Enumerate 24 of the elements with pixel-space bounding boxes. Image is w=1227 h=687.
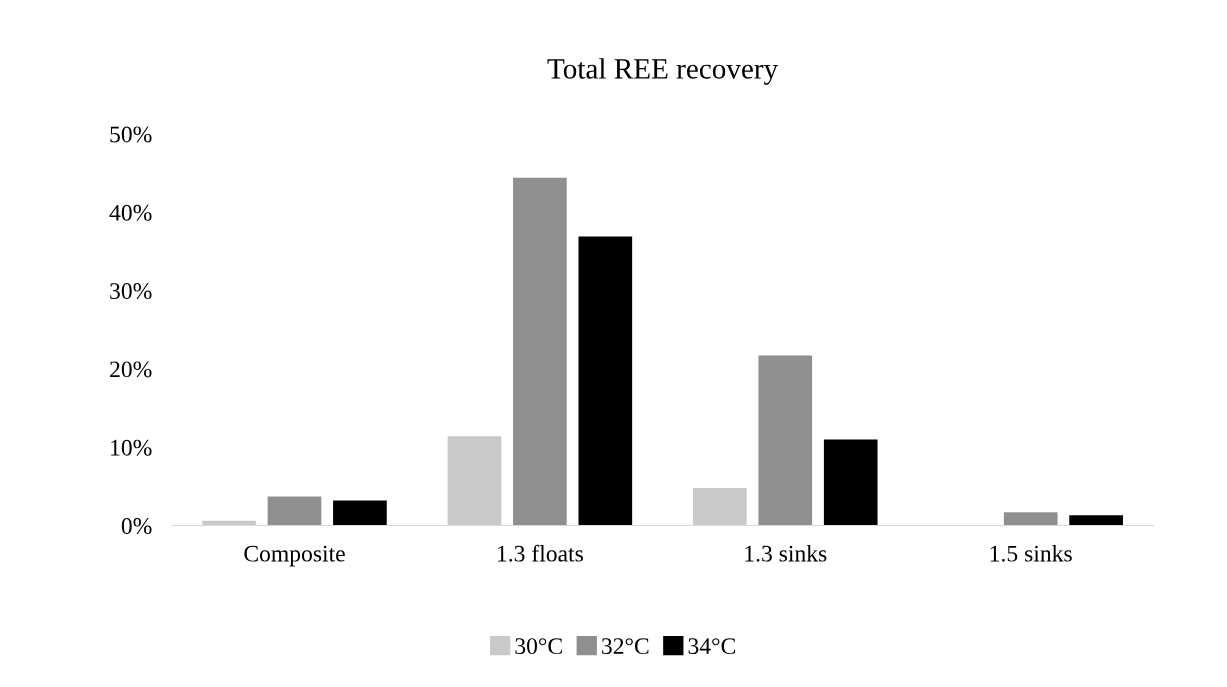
x-tick-label: 1.3 sinks [745,545,827,562]
y-tick-label: 40% [109,204,152,221]
legend-label: 34°C [688,638,735,655]
y-tick-label: 50% [110,126,152,143]
y-tick-label: 10% [111,439,152,456]
legend-label: 32°C [602,638,649,655]
y-tick-label: 0% [121,518,152,535]
bar [1003,512,1058,526]
y-tick-label: 20% [110,361,152,378]
bar [693,487,747,526]
y-tick-label: 30% [110,283,152,300]
chart-title: Total REE recovery [547,58,779,85]
bar [333,500,387,526]
x-tick-label: Composite [244,545,345,567]
bar [823,439,878,526]
bar [578,236,633,526]
bar [447,436,502,526]
bar [513,177,567,526]
x-tick-label: 1.3 floats [498,544,583,562]
x-tick-label: 1.5 sinks [990,545,1072,562]
legend-label: 30°C [515,638,562,655]
bar [758,355,813,526]
bar [267,496,322,526]
bar [1069,515,1123,526]
